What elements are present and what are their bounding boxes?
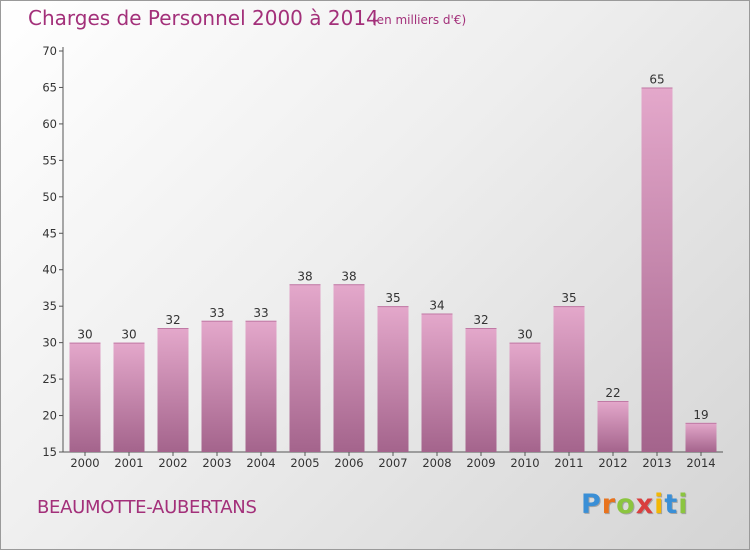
x-tick-label: 2009 — [466, 456, 495, 470]
x-tick-label: 2001 — [114, 456, 143, 470]
x-tick-label: 2006 — [334, 456, 363, 470]
logo-letter: i — [678, 489, 689, 520]
logo-letter: o — [616, 489, 636, 520]
bar-value-label: 38 — [297, 269, 312, 283]
y-tick-label: 15 — [42, 445, 57, 459]
bar-value-label: 65 — [649, 72, 664, 86]
x-tick-label: 2003 — [202, 456, 231, 470]
y-tick-label: 65 — [42, 80, 57, 94]
logo-letter: i — [654, 489, 665, 520]
bar — [685, 422, 717, 452]
bar — [509, 342, 541, 452]
logo-letter: r — [601, 489, 617, 520]
x-tick-label: 2011 — [554, 456, 583, 470]
bar-value-label: 35 — [561, 291, 576, 305]
y-tick-label: 50 — [42, 190, 57, 204]
x-tick-label: 2010 — [510, 456, 539, 470]
x-tick-label: 2004 — [246, 456, 275, 470]
bar-value-label: 35 — [385, 291, 400, 305]
y-tick-label: 55 — [42, 153, 57, 167]
commune-name: BEAUMOTTE-AUBERTANS — [37, 497, 257, 518]
y-tick-label: 30 — [42, 336, 57, 350]
y-tick-label: 20 — [42, 409, 57, 423]
y-tick-label: 25 — [42, 372, 57, 386]
bar — [69, 342, 101, 452]
y-tick-label: 60 — [42, 117, 57, 131]
bar — [377, 306, 409, 452]
x-tick-label: 2007 — [378, 456, 407, 470]
y-tick-label: 35 — [42, 299, 57, 313]
x-tick-label: 2002 — [158, 456, 187, 470]
bar — [157, 328, 189, 452]
bar-value-label: 32 — [165, 313, 180, 327]
bar-value-label: 30 — [517, 328, 532, 342]
bar-value-label: 32 — [473, 313, 488, 327]
bar — [289, 284, 321, 452]
logo-letter: P — [581, 489, 602, 520]
y-tick-label: 40 — [42, 263, 57, 277]
bar — [113, 342, 145, 452]
x-tick-label: 2014 — [686, 456, 715, 470]
bar — [597, 400, 629, 452]
x-tick-label: 2008 — [422, 456, 451, 470]
y-tick-label: 45 — [42, 226, 57, 240]
bar-value-label: 19 — [693, 408, 708, 422]
y-tick-label: 70 — [42, 44, 57, 58]
bar — [201, 320, 233, 452]
bar-value-label: 22 — [605, 386, 620, 400]
chart-title: Charges de Personnel 2000 à 2014 — [28, 6, 379, 30]
logo-letter: x — [635, 489, 655, 520]
logo-letter: t — [664, 489, 679, 520]
bar — [465, 328, 497, 452]
bar — [641, 87, 673, 453]
proxiti-logo[interactable]: Proxiti — [581, 489, 689, 520]
bar — [245, 320, 277, 452]
bar-value-label: 34 — [429, 298, 444, 312]
bar — [421, 313, 453, 452]
x-tick-label: 2012 — [598, 456, 627, 470]
bar-value-label: 33 — [209, 306, 224, 320]
x-tick-label: 2005 — [290, 456, 319, 470]
bar — [333, 284, 365, 452]
bar — [553, 306, 585, 452]
x-tick-label: 2013 — [642, 456, 671, 470]
bar-value-label: 33 — [253, 306, 268, 320]
bar-value-label: 30 — [77, 328, 92, 342]
chart-subtitle: (en milliers d'€) — [372, 13, 467, 27]
bar-value-label: 38 — [341, 269, 356, 283]
bar-value-label: 30 — [121, 328, 136, 342]
x-tick-label: 2000 — [70, 456, 99, 470]
